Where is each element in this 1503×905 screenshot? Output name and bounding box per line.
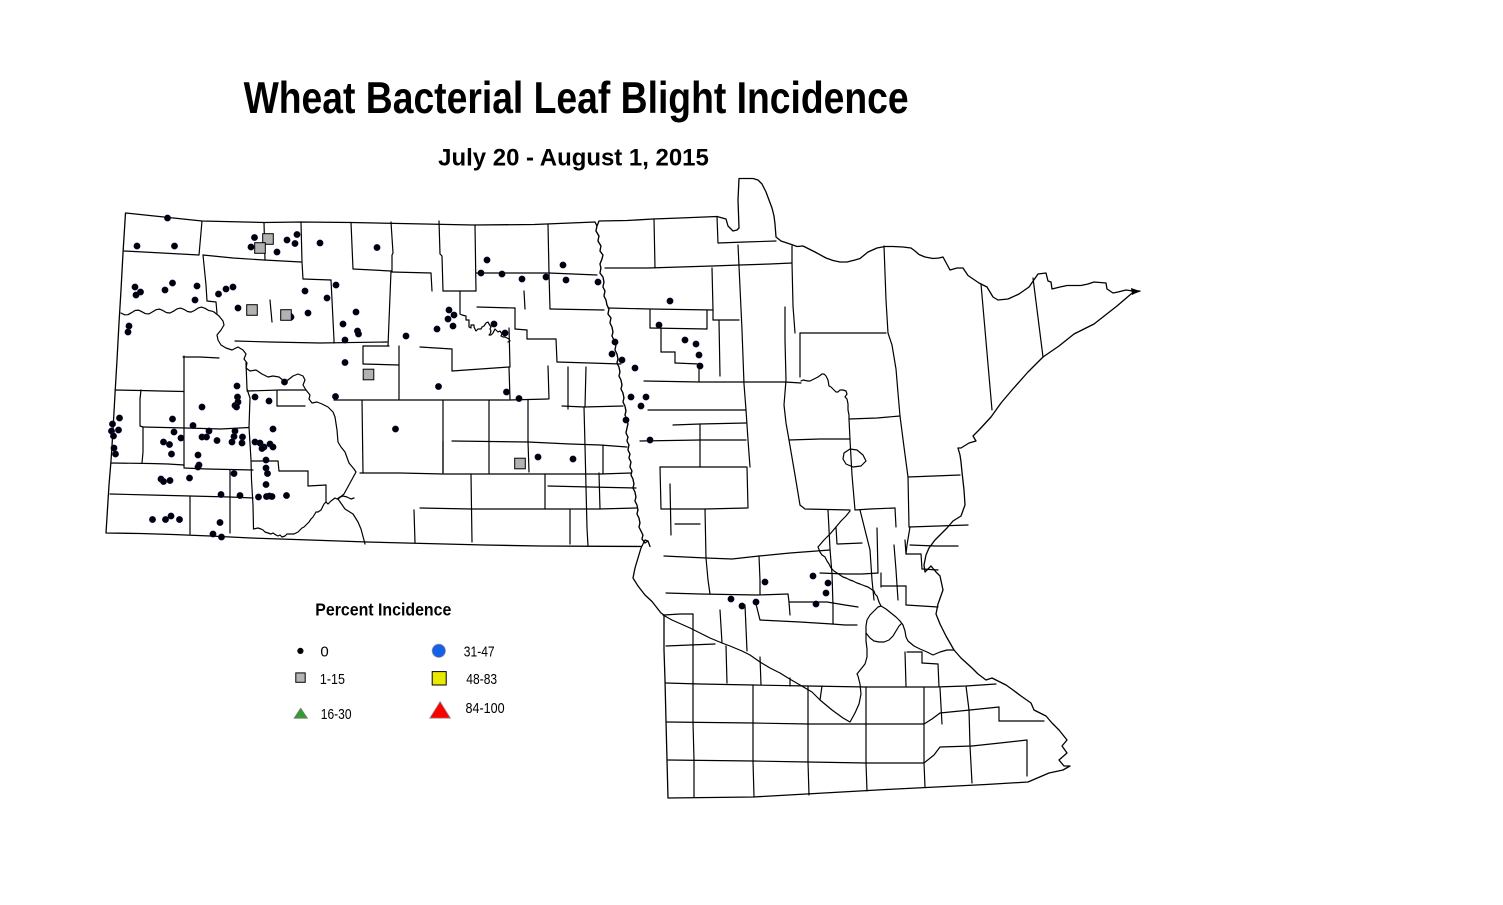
svg-text:Percent Incidence: Percent Incidence <box>315 600 451 620</box>
svg-text:48-83: 48-83 <box>466 671 497 688</box>
svg-text:1-15: 1-15 <box>320 671 345 688</box>
svg-text:16-30: 16-30 <box>321 706 352 723</box>
svg-text:84-100: 84-100 <box>466 700 505 717</box>
svg-text:31-47: 31-47 <box>464 644 495 661</box>
svg-text:0: 0 <box>320 644 328 661</box>
svg-text:Wheat Bacterial Leaf Blight In: Wheat Bacterial Leaf Blight Incidence <box>244 74 909 123</box>
svg-text:July 20 - August 1, 2015: July 20 - August 1, 2015 <box>438 146 709 172</box>
